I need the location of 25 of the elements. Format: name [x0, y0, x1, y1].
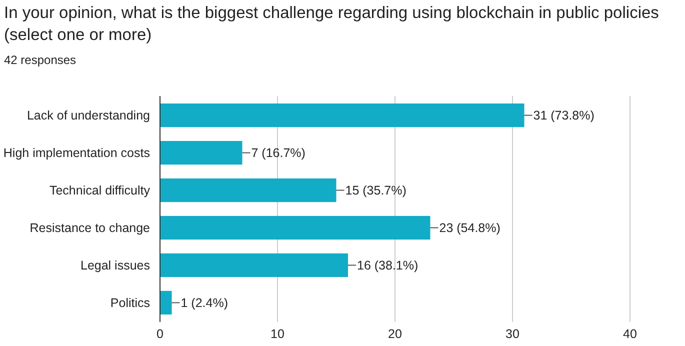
data-label: 1 (2.4%) [180, 296, 228, 310]
data-label: 23 (54.8%) [439, 221, 500, 236]
chart-title: In your opinion, what is the biggest challenge regarding using blockchain in public policies (select one or more) [4, 4, 659, 44]
bar [160, 103, 524, 128]
y-tick-label: Technical difficulty [49, 184, 151, 198]
data-label: 7 (16.7%) [251, 146, 306, 160]
bar [160, 140, 242, 165]
x-tick-label: 20 [388, 327, 402, 341]
y-tick-label: High implementation costs [3, 146, 150, 160]
y-tick-label: Legal issues [80, 258, 150, 273]
data-label: 31 (73.8%) [533, 108, 594, 123]
text: 42 responses [4, 53, 76, 67]
y-tick-label: Lack of understanding [26, 108, 150, 123]
data-label: 16 (38.1%) [357, 258, 418, 273]
bar [160, 253, 348, 278]
data-label: 15 (35.7%) [345, 184, 406, 198]
bar [160, 290, 172, 315]
bar [160, 216, 430, 240]
x-tick-label: 10 [270, 327, 284, 341]
y-tick-label: Resistance to change [30, 221, 150, 236]
x-tick-label: 30 [506, 327, 520, 341]
y-tick-label: Politics [110, 296, 150, 310]
bar [160, 178, 336, 202]
x-tick-label: 40 [623, 327, 637, 341]
x-tick-label: 0 [156, 327, 164, 341]
